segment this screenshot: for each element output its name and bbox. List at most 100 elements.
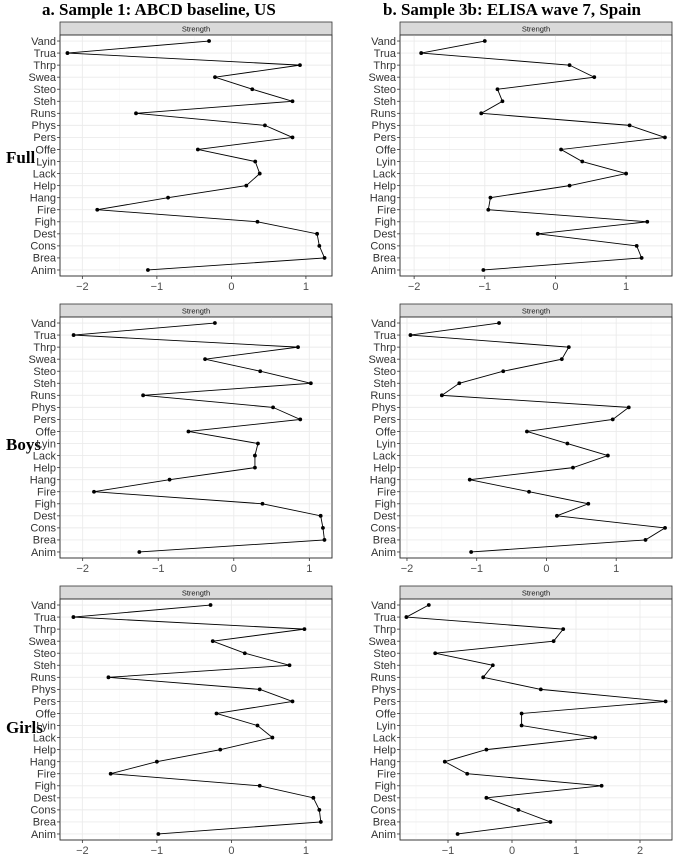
y-tick-label: Offe	[35, 708, 56, 720]
y-tick-label: Help	[373, 744, 396, 756]
strength-line	[67, 40, 326, 271]
x-tick-label: −2	[76, 845, 89, 857]
y-tick-label: Brea	[33, 253, 57, 265]
data-point-offe	[186, 429, 191, 434]
y-tick-label: Lyin	[376, 438, 396, 450]
y-tick-label: Figh	[35, 781, 56, 793]
data-point-thrp	[296, 345, 300, 350]
plot-border	[59, 34, 333, 277]
y-tick-label: Phys	[372, 120, 397, 132]
strip-label: Strength	[522, 307, 550, 316]
y-tick-label: Fire	[37, 205, 56, 217]
data-point-pers	[663, 135, 667, 140]
panel-elisa-boys: Strength −2 −1 0 1 VandTruaThrpSweaSteoStehRu…	[368, 303, 673, 575]
data-point-lack	[593, 735, 598, 740]
y-tick-label: Swea	[368, 72, 396, 84]
data-point-trua	[65, 51, 70, 55]
y-tick-label: Anim	[31, 265, 56, 277]
data-point-steh	[308, 381, 313, 386]
y-tick-label: Steh	[373, 660, 396, 672]
x-tick-label: 1	[613, 563, 619, 575]
panel-abcd-girls: Strength −2 −1 0 1 VandTruaThrpSweaSteoStehRu…	[28, 585, 333, 857]
panel-elisa-girls: Strength −1 0 1 2 VandTruaThrpSweaSteoStehRun…	[368, 585, 673, 857]
y-tick-label: Figh	[375, 499, 396, 511]
y-tick-label: Phys	[32, 120, 57, 132]
data-point-runs	[106, 675, 111, 680]
y-tick-label: Brea	[373, 817, 397, 829]
data-point-brea	[643, 538, 648, 542]
y-tick-label: Swea	[368, 636, 396, 648]
data-point-pers	[298, 417, 303, 422]
y-tick-label: Figh	[35, 217, 56, 229]
data-point-phys	[271, 405, 275, 410]
data-point-brea	[639, 256, 644, 260]
data-point-phys	[538, 687, 543, 692]
y-tick-label: Vand	[31, 36, 56, 48]
y-tick-label: Steo	[373, 648, 396, 660]
data-point-dest	[535, 231, 540, 236]
data-point-lyin	[580, 159, 585, 164]
y-tick-label: Pers	[373, 132, 396, 144]
plot-area	[399, 316, 673, 559]
y-tick-label: Steh	[373, 96, 396, 108]
data-point-trua	[404, 615, 409, 619]
y-tick-label: Hang	[30, 474, 56, 486]
strength-line	[421, 40, 666, 271]
data-point-vand	[426, 603, 431, 607]
data-point-brea	[322, 538, 327, 542]
data-point-lack	[624, 171, 628, 176]
data-point-figh	[260, 501, 265, 506]
y-tick-label: Steo	[373, 366, 396, 378]
strength-line	[404, 604, 666, 835]
data-point-cons	[317, 807, 322, 812]
data-point-steo	[501, 369, 506, 374]
data-point-cons	[663, 525, 667, 530]
y-tick-label: Lack	[373, 450, 397, 462]
data-point-steh	[500, 99, 505, 104]
y-tick-label: Lack	[33, 168, 57, 180]
data-point-figh	[586, 501, 591, 506]
y-tick-label: Phys	[32, 684, 57, 696]
data-point-offe	[214, 711, 219, 716]
data-point-anim	[469, 550, 474, 554]
y-tick-label: Fire	[377, 205, 396, 217]
data-point-thrp	[298, 63, 302, 68]
data-point-hang	[167, 477, 172, 482]
data-point-phys	[257, 687, 262, 692]
data-point-lack	[270, 735, 275, 740]
data-point-cons	[321, 525, 325, 530]
data-point-help	[244, 183, 249, 188]
y-tick-label: Runs	[30, 390, 56, 402]
y-tick-label: Cons	[370, 241, 396, 253]
y-tick-label: Lack	[33, 732, 57, 744]
data-point-dest	[555, 513, 559, 518]
y-tick-label: Trua	[374, 48, 397, 60]
data-point-lyin	[519, 723, 524, 728]
plot-border	[399, 34, 673, 277]
data-point-vand	[208, 603, 213, 607]
y-tick-label: Dest	[373, 229, 396, 241]
y-tick-label: Brea	[33, 817, 57, 829]
data-point-phys	[263, 123, 267, 128]
data-point-steo	[433, 651, 438, 656]
data-point-runs	[134, 111, 138, 116]
strip-label: Strength	[182, 589, 210, 598]
panel-abcd-boys: Strength −2 −1 0 1 VandTruaThrpSweaSteoStehRu…	[28, 303, 333, 575]
y-tick-label: Offe	[375, 708, 396, 720]
x-tick-label: 0	[228, 281, 234, 293]
y-tick-label: Cons	[30, 241, 56, 253]
y-tick-label: Hang	[370, 474, 396, 486]
y-tick-label: Brea	[373, 535, 397, 547]
data-point-lack	[257, 171, 262, 176]
x-tick-label: 2	[637, 845, 643, 857]
data-point-anim	[455, 832, 460, 836]
y-tick-label: Fire	[377, 487, 396, 499]
data-point-swea	[203, 357, 207, 362]
y-tick-label: Vand	[371, 600, 396, 612]
y-tick-label: Brea	[33, 535, 57, 547]
y-tick-label: Steh	[33, 378, 56, 390]
plot-area	[59, 34, 333, 277]
y-tick-label: Steo	[373, 84, 396, 96]
data-point-steo	[250, 87, 255, 92]
data-point-brea	[318, 820, 323, 824]
